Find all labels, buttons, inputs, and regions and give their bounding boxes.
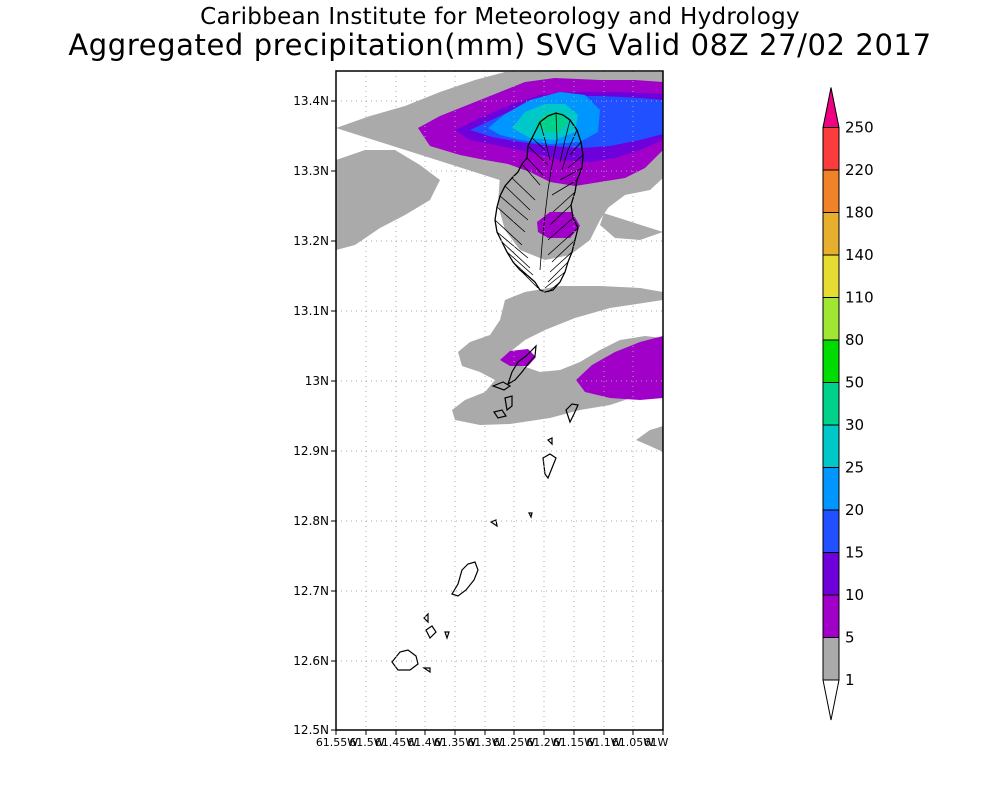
rain-area-light-west: [336, 150, 440, 250]
legend-label: 10: [845, 586, 864, 604]
legend-label: 50: [845, 374, 864, 392]
precipitation-layer: [336, 72, 663, 674]
legend-swatch: [822, 382, 840, 426]
small-islands: [391, 344, 579, 674]
legend-label: 220: [845, 161, 874, 179]
legend-label: 180: [845, 204, 874, 222]
lat-label: 12.5N: [293, 723, 329, 737]
lon-label: 61.15W: [553, 736, 595, 749]
rain-area-moderate-small: [500, 349, 536, 366]
lon-label: 61.2W: [526, 736, 561, 749]
legend-swatch: [822, 127, 840, 171]
legend-swatch: [822, 552, 840, 596]
legend-label: 1: [845, 671, 855, 689]
legend-swatch: [822, 297, 840, 341]
lat-label: 12.6N: [293, 654, 329, 668]
legend-swatch: [822, 467, 840, 511]
lon-label: 61.55W: [316, 736, 358, 749]
legend-swatch: [822, 212, 840, 256]
legend-label: 110: [845, 289, 874, 307]
legend-label: 20: [845, 501, 864, 519]
lat-label: 13.1N: [293, 304, 329, 318]
lon-label: 61.1W: [586, 736, 621, 749]
legend-label: 30: [845, 416, 864, 434]
legend-swatch: [822, 254, 840, 298]
legend-swatch: [822, 594, 840, 638]
legend-label: 250: [845, 119, 874, 137]
lat-label: 12.8N: [293, 514, 329, 528]
lat-label: 13.2N: [293, 234, 329, 248]
lon-label: 61.35W: [434, 736, 476, 749]
legend-label: 15: [845, 544, 864, 562]
legend-swatch: [822, 339, 840, 383]
rain-area-moderate-east: [576, 336, 663, 400]
legend-max-arrow: [822, 87, 840, 128]
legend-label: 25: [845, 459, 864, 477]
legend-label: 5: [845, 629, 855, 647]
lon-label: 61.25W: [493, 736, 535, 749]
latitude-axis: [331, 100, 336, 731]
coastline-north-island: [494, 112, 584, 293]
rain-area-30-50-north: [535, 112, 568, 132]
legend-swatch: [822, 169, 840, 213]
island-drainage-lines: [494, 112, 584, 293]
lon-label: 61.45W: [375, 736, 417, 749]
lon-label: 61W: [644, 736, 669, 749]
legend-label: 140: [845, 246, 874, 264]
institution-title: Caribbean Institute for Meteorology and …: [200, 4, 800, 30]
legend-min-arrow: [822, 679, 840, 721]
legend-swatch: [822, 424, 840, 468]
lon-label: 61.4W: [407, 736, 442, 749]
rain-area-light-southeast: [636, 426, 663, 452]
product-title: Aggregated precipitation(mm) SVG Valid 0…: [68, 28, 932, 62]
longitude-axis: [335, 730, 664, 735]
lon-label: 61.3W: [467, 736, 502, 749]
legend-label: 80: [845, 331, 864, 349]
lat-label: 12.9N: [293, 444, 329, 458]
longitude-labels: 61.55W 61.5W 61.45W 61.4W 61.35W 61.3W 6…: [316, 736, 669, 749]
latitude-labels: 13.4N 13.3N 13.2N 13.1N 13N 12.9N 12.8N …: [293, 94, 329, 737]
lat-label: 12.7N: [293, 584, 329, 598]
rain-area-moderate-center: [537, 212, 580, 238]
lat-label: 13N: [305, 374, 329, 388]
lon-label: 61.5W: [349, 736, 384, 749]
lat-label: 13.3N: [293, 164, 329, 178]
lon-label: 61.05W: [612, 736, 654, 749]
legend-swatch: [822, 509, 840, 553]
lat-label: 13.4N: [293, 94, 329, 108]
map-border: [335, 70, 664, 731]
legend-swatch: [822, 637, 840, 681]
